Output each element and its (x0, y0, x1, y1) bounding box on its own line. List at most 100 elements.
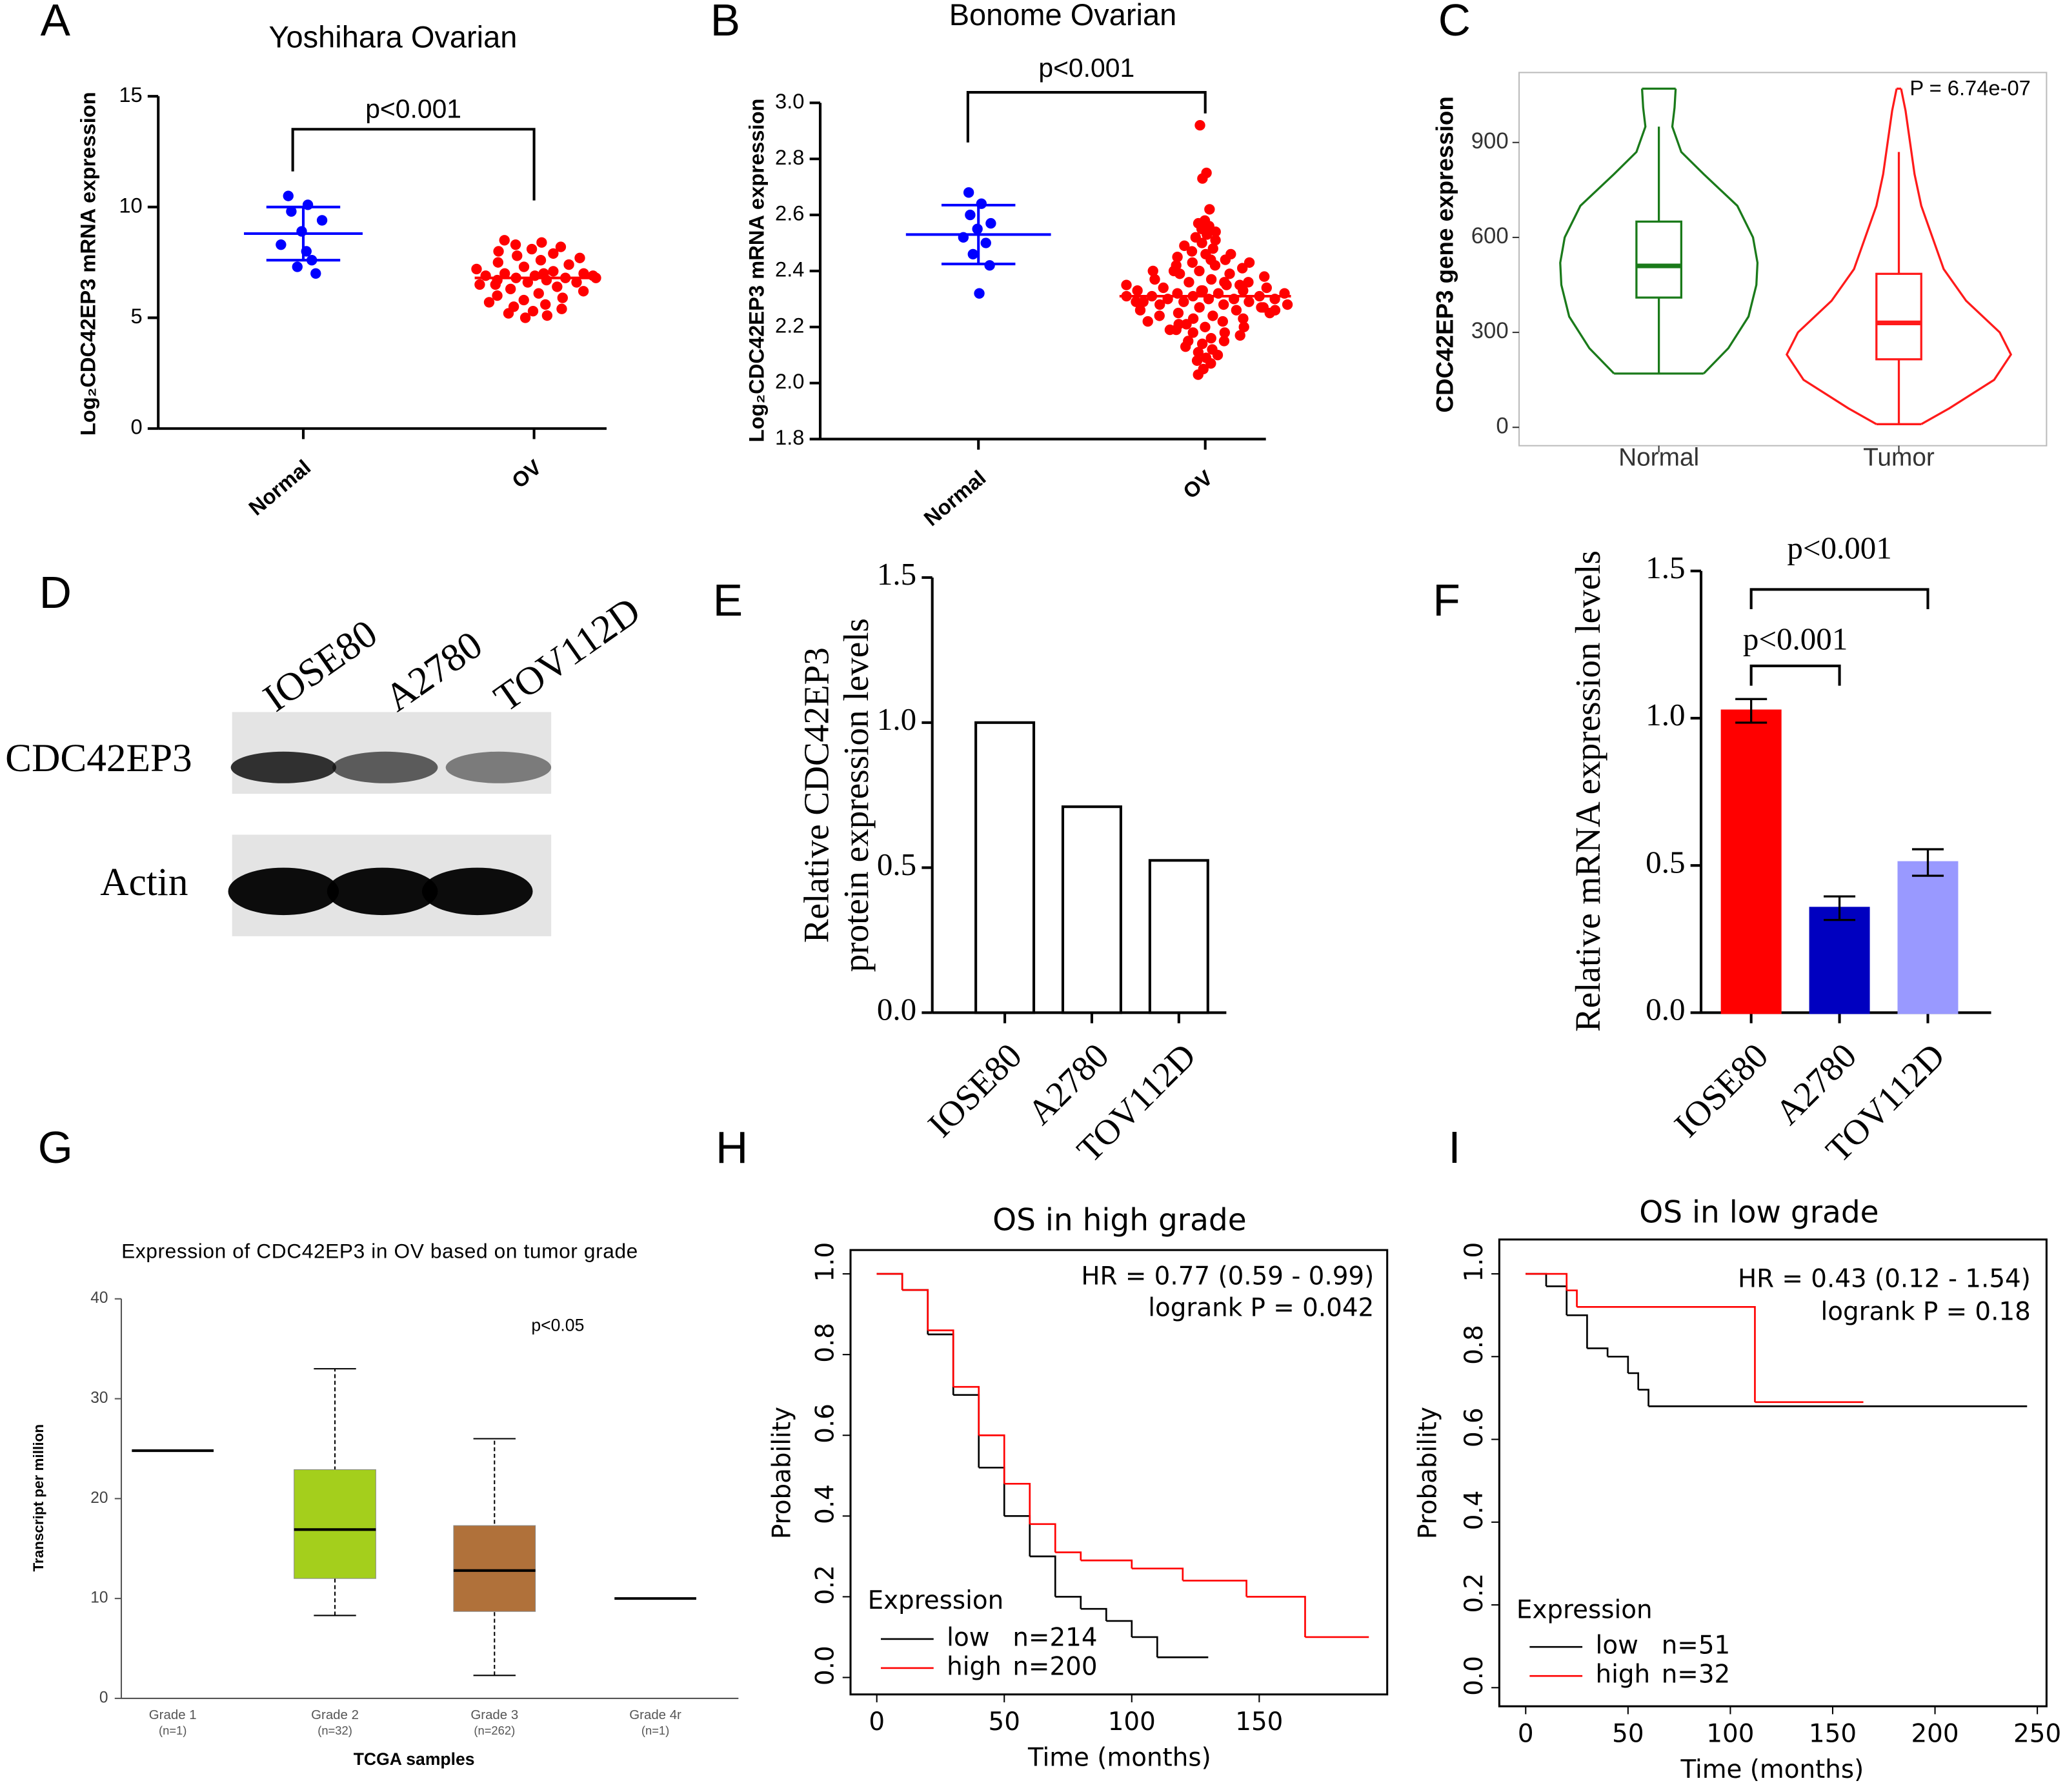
survival-step (1029, 1555, 1056, 1597)
data-point (1231, 305, 1242, 316)
data-point (1219, 277, 1230, 288)
data-point (503, 308, 514, 319)
data-point (571, 277, 582, 288)
data-point (1147, 265, 1158, 277)
y-axis-label: Probability (1414, 1407, 1443, 1539)
bar (974, 721, 1036, 1014)
data-point (1217, 316, 1228, 327)
data-point (1196, 237, 1207, 248)
significance-label: p<0.001 (1787, 530, 1892, 565)
y-tick-label: 1.0 (877, 701, 916, 737)
violin-outline (1785, 88, 1898, 425)
data-point (1244, 296, 1254, 307)
x-tick-label: 150 (1809, 1720, 1857, 1749)
survival-step (1029, 1523, 1056, 1553)
data-point (578, 286, 589, 297)
annotation: HR = 0.43 (0.12 - 1.54) (1738, 1265, 2031, 1294)
sample-count: (n=262) (474, 1724, 515, 1737)
violin-outline (1671, 88, 1759, 374)
y-tick-label: 40 (90, 1289, 108, 1307)
significance-bracket (1749, 664, 1841, 686)
data-point (1138, 296, 1149, 307)
x-tick-label: 0 (1518, 1720, 1534, 1749)
y-tick-label: 0.0 (1646, 992, 1685, 1027)
survival-step (902, 1289, 929, 1331)
legend-count: n=51 (1662, 1631, 1731, 1660)
annotation: logrank P = 0.18 (1821, 1298, 2031, 1327)
data-point (574, 252, 585, 263)
y-tick-label: 20 (90, 1489, 108, 1507)
data-point (967, 248, 978, 260)
data-point (286, 206, 297, 217)
y-axis-label: CDC42EP3 gene expression (1431, 96, 1458, 412)
data-point (1224, 268, 1235, 279)
x-tick-label: 0 (869, 1707, 885, 1737)
y-tick-label: 0.2 (1460, 1573, 1489, 1613)
data-point (499, 268, 510, 279)
data-point (474, 279, 485, 290)
x-tick-label: 50 (989, 1707, 1020, 1737)
legend-label: low (947, 1623, 989, 1652)
data-point (471, 263, 482, 275)
data-point (963, 187, 974, 198)
data-point (548, 266, 559, 277)
survival-step (927, 1329, 954, 1387)
data-point (1121, 279, 1132, 290)
x-tick-label: Grade 3 (470, 1708, 518, 1722)
data-point (1207, 310, 1218, 321)
legend-count: n=214 (1012, 1623, 1097, 1652)
data-point (1196, 285, 1207, 296)
plot-frame (1498, 1238, 2048, 1707)
survival-step (1627, 1372, 1640, 1390)
data-point (1282, 299, 1293, 310)
data-point (1234, 279, 1245, 290)
bar (1897, 861, 1959, 1014)
y-tick-label: 300 (1471, 319, 1509, 343)
y-tick-label: 0.4 (811, 1484, 840, 1524)
data-point (1134, 305, 1146, 316)
panel-letter: D (39, 567, 72, 618)
legend-count: n=32 (1662, 1660, 1731, 1689)
panel-letter: I (1448, 1122, 1460, 1173)
violin-outline (1900, 88, 2013, 425)
data-point (1218, 336, 1230, 347)
chart-title: Yoshihara Ovarian (269, 20, 518, 54)
data-point (1154, 299, 1165, 310)
y-axis-label: Relative CDC42EP3 (797, 647, 836, 943)
survival-step (1131, 1636, 1158, 1658)
data-point (519, 312, 531, 323)
chart-title: Bonome Ovarian (949, 0, 1177, 32)
y-tick-label: 0.4 (1460, 1491, 1489, 1531)
data-point (296, 226, 307, 237)
survival-step (1587, 1347, 1609, 1357)
data-point (1204, 204, 1215, 215)
x-axis-label: TCGA samples (354, 1749, 475, 1769)
survival-step (1106, 1620, 1133, 1637)
x-tick-label: Grade 4r (629, 1708, 681, 1722)
annotation: HR = 0.77 (0.59 - 0.99) (1081, 1262, 1374, 1291)
y-axis-label: protein expression levels (836, 618, 876, 972)
protein-band (327, 867, 438, 916)
data-point (1168, 265, 1180, 277)
x-tick-label: Normal (1618, 443, 1699, 471)
data-point (1193, 347, 1204, 358)
data-point (1210, 234, 1221, 246)
data-point (1259, 271, 1270, 282)
chart-title: OS in high grade (992, 1203, 1247, 1238)
bar (1720, 709, 1782, 1014)
data-point (1132, 285, 1143, 296)
chart-title: Expression of CDC42EP3 in OV based on tu… (121, 1240, 638, 1263)
y-tick-label: 2.8 (775, 145, 804, 169)
y-tick-label: 2.6 (775, 201, 804, 225)
survival-step (1607, 1355, 1629, 1373)
sample-count: (n=1) (159, 1724, 186, 1737)
data-point (1194, 302, 1205, 313)
data-point (1179, 240, 1190, 252)
panel-letter: B (710, 0, 740, 45)
data-point (985, 217, 996, 229)
data-point (1142, 316, 1153, 327)
y-tick-label: 1.5 (1646, 550, 1685, 585)
x-tick-label: Grade 2 (311, 1708, 359, 1722)
y-axis-label: Transcript per million (30, 1424, 46, 1571)
plot-frame (849, 1249, 1389, 1696)
